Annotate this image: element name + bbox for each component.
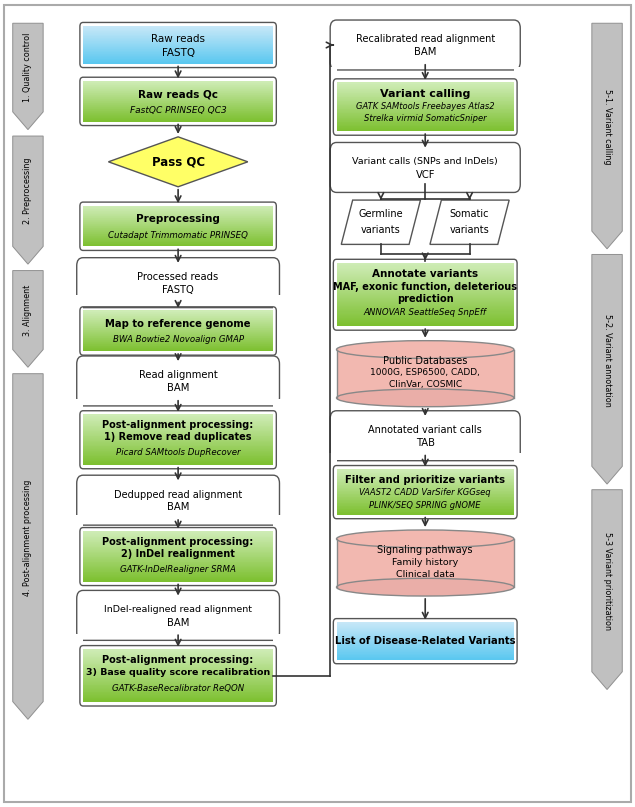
Text: ClinVar, COSMIC: ClinVar, COSMIC — [389, 380, 462, 390]
Text: List of Disease-Related Variants: List of Disease-Related Variants — [335, 636, 516, 646]
Polygon shape — [430, 200, 509, 245]
Text: Filter and prioritize variants: Filter and prioritize variants — [345, 475, 505, 485]
Text: FASTQ: FASTQ — [161, 48, 195, 58]
Text: 5-2. Variant annotation: 5-2. Variant annotation — [603, 314, 612, 407]
Text: Signaling pathways: Signaling pathways — [377, 545, 473, 555]
Text: FASTQ: FASTQ — [162, 285, 194, 295]
FancyBboxPatch shape — [337, 539, 514, 587]
Text: Pass QC: Pass QC — [152, 155, 204, 169]
Text: 1) Remove read duplicates: 1) Remove read duplicates — [104, 433, 252, 442]
FancyBboxPatch shape — [77, 591, 279, 640]
Text: Public Databases: Public Databases — [383, 356, 467, 366]
Text: 2) InDel realignment: 2) InDel realignment — [121, 549, 235, 559]
Text: prediction: prediction — [397, 294, 453, 303]
Text: GATK-BaseRecalibrator ReQON: GATK-BaseRecalibrator ReQON — [112, 684, 244, 693]
Text: Recalibrated read alignment: Recalibrated read alignment — [356, 35, 495, 44]
Text: Picard SAMtools DupRecover: Picard SAMtools DupRecover — [116, 448, 241, 457]
Polygon shape — [13, 136, 43, 264]
Text: Dedupped read alignment: Dedupped read alignment — [114, 490, 242, 500]
Text: MAF, exonic function, deleterious: MAF, exonic function, deleterious — [333, 282, 518, 291]
Text: Somatic: Somatic — [450, 209, 490, 220]
Text: Preprocessing: Preprocessing — [136, 214, 220, 224]
Polygon shape — [13, 23, 43, 130]
Text: Post-alignment processing:: Post-alignment processing: — [102, 420, 254, 430]
Polygon shape — [592, 490, 622, 689]
FancyBboxPatch shape — [330, 411, 520, 461]
Text: InDel-realigned read alignment: InDel-realigned read alignment — [104, 605, 252, 614]
FancyBboxPatch shape — [77, 356, 279, 406]
Text: BAM: BAM — [414, 48, 436, 57]
Polygon shape — [109, 137, 248, 186]
Text: Read alignment: Read alignment — [138, 370, 217, 380]
Text: variants: variants — [450, 225, 490, 236]
FancyBboxPatch shape — [77, 257, 279, 307]
Text: Germline: Germline — [359, 209, 403, 220]
Text: BAM: BAM — [167, 503, 189, 512]
Polygon shape — [592, 254, 622, 484]
Text: BAM: BAM — [167, 383, 189, 393]
Text: Annotate variants: Annotate variants — [372, 269, 478, 278]
Text: 5-3 Variant prioritization: 5-3 Variant prioritization — [603, 532, 612, 629]
Text: 4. Post-alignment processing: 4. Post-alignment processing — [23, 479, 32, 596]
Text: PLINK/SEQ SPRING gNOME: PLINK/SEQ SPRING gNOME — [370, 500, 481, 509]
FancyBboxPatch shape — [77, 475, 279, 525]
Text: BAM: BAM — [167, 617, 189, 628]
Text: 5-1. Variant calling: 5-1. Variant calling — [603, 90, 612, 165]
Text: 3) Base quality score recalibration: 3) Base quality score recalibration — [86, 668, 271, 677]
Text: BWA Bowtie2 Novoalign GMAP: BWA Bowtie2 Novoalign GMAP — [112, 336, 244, 345]
Text: TAB: TAB — [416, 438, 435, 448]
Text: Family history: Family history — [392, 558, 458, 567]
Text: Processed reads: Processed reads — [138, 272, 218, 282]
Text: Post-alignment processing:: Post-alignment processing: — [102, 537, 254, 547]
Text: Annotated variant calls: Annotated variant calls — [368, 425, 482, 435]
Text: Map to reference genome: Map to reference genome — [105, 319, 251, 328]
Polygon shape — [592, 23, 622, 249]
Ellipse shape — [337, 389, 514, 407]
Text: 3. Alignment: 3. Alignment — [23, 284, 32, 336]
Text: FastQC PRINSEQ QC3: FastQC PRINSEQ QC3 — [130, 106, 227, 115]
Polygon shape — [341, 200, 420, 245]
Ellipse shape — [337, 530, 514, 548]
Text: Variant calling: Variant calling — [380, 89, 471, 99]
Text: ANNOVAR SeattleSeq SnpEff: ANNOVAR SeattleSeq SnpEff — [364, 308, 486, 317]
Text: VAAST2 CADD VarSifer KGGseq: VAAST2 CADD VarSifer KGGseq — [359, 488, 491, 497]
Text: VCF: VCF — [415, 169, 435, 180]
Ellipse shape — [337, 341, 514, 358]
Text: Cutadapt Trimmomatic PRINSEQ: Cutadapt Trimmomatic PRINSEQ — [108, 231, 248, 240]
Text: variants: variants — [361, 225, 401, 236]
Text: Raw reads Qc: Raw reads Qc — [138, 89, 218, 99]
Text: Strelka virmid SomaticSniper: Strelka virmid SomaticSniper — [364, 114, 486, 123]
Text: 1000G, ESP6500, CADD,: 1000G, ESP6500, CADD, — [370, 368, 480, 378]
Text: 2. Preprocessing: 2. Preprocessing — [23, 158, 32, 224]
Polygon shape — [13, 374, 43, 719]
Text: GATK-InDelRealigner SRMA: GATK-InDelRealigner SRMA — [120, 565, 236, 574]
FancyBboxPatch shape — [330, 20, 520, 70]
Text: Variant calls (SNPs and InDels): Variant calls (SNPs and InDels) — [352, 157, 498, 166]
Text: GATK SAMtools Freebayes Atlas2: GATK SAMtools Freebayes Atlas2 — [356, 102, 495, 111]
Text: Post-alignment processing:: Post-alignment processing: — [102, 654, 254, 665]
Text: Raw reads: Raw reads — [151, 35, 205, 44]
Ellipse shape — [337, 579, 514, 596]
FancyBboxPatch shape — [330, 143, 520, 192]
FancyBboxPatch shape — [337, 349, 514, 398]
Text: 1. Quality control: 1. Quality control — [23, 33, 32, 102]
Polygon shape — [13, 270, 43, 367]
Text: Clinical data: Clinical data — [396, 570, 455, 579]
